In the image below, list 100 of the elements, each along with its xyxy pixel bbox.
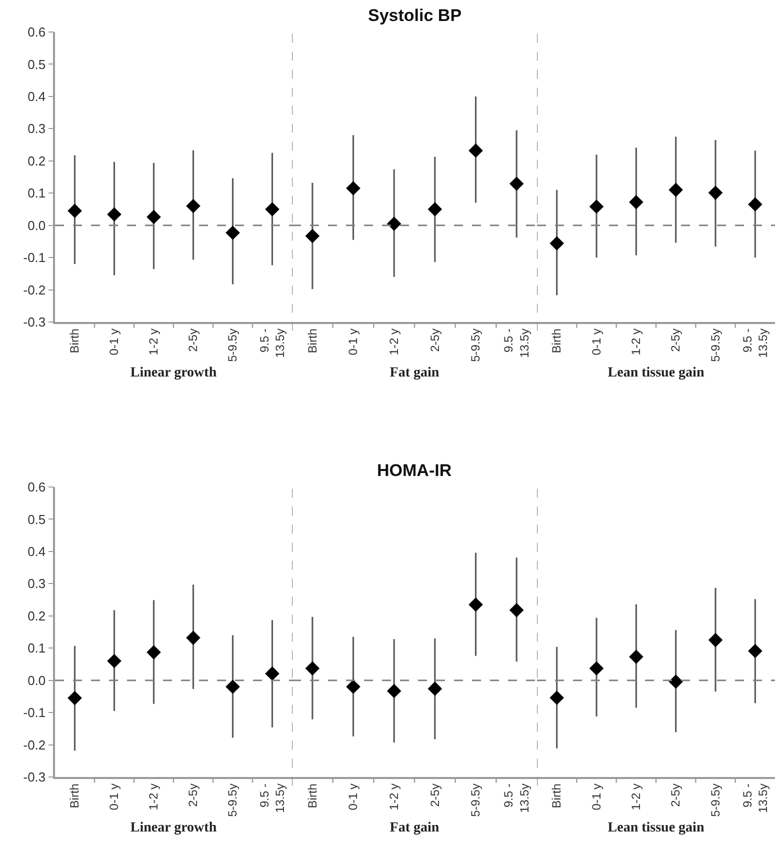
x-axis-title: Lean tissue gain <box>608 820 704 836</box>
x-tick-label: 5-9.5y <box>226 784 240 817</box>
x-tick-label: 0-1 y <box>346 784 360 810</box>
chart-title: HOMA-IR <box>377 461 452 480</box>
point <box>386 216 402 231</box>
y-tick-label: 0.4 <box>28 544 46 559</box>
point <box>265 666 280 681</box>
y-tick-label: 0.1 <box>28 186 46 201</box>
x-tick-label: 0-1 y <box>589 784 604 810</box>
x-tick-label: Birth <box>550 784 564 808</box>
x-tick-label: 0-1 y <box>107 328 122 356</box>
x-tick-label: 5-9.5y <box>708 784 722 817</box>
point <box>146 645 161 660</box>
x-tick-label: 1-2 y <box>386 328 401 356</box>
point <box>226 680 240 694</box>
point <box>107 654 122 668</box>
point <box>265 202 280 216</box>
point <box>509 602 524 618</box>
x-tick-label: Birth <box>68 328 82 354</box>
y-tick-label: 0.2 <box>28 608 46 624</box>
point <box>668 674 683 689</box>
x-tick-label: 2-5y <box>668 784 683 807</box>
point <box>550 236 564 251</box>
point <box>186 198 200 214</box>
y-tick-label: 0.5 <box>28 512 46 527</box>
x-tick-label: 9.5 - 13.5y <box>502 784 532 813</box>
x-tick-label: 1-2 y <box>629 784 644 810</box>
x-tick-label: 5-9.5y <box>468 328 483 362</box>
y-tick-label: -0.1 <box>23 705 46 720</box>
x-axis-title: Fat gain <box>390 366 440 381</box>
point <box>468 597 483 612</box>
point <box>428 202 442 216</box>
y-tick-label: 0.4 <box>28 88 46 104</box>
chart-title: Systolic BP <box>368 6 462 25</box>
y-tick-label: -0.2 <box>23 282 46 298</box>
y-tick-label: 0.1 <box>28 640 46 656</box>
point <box>629 650 644 664</box>
x-tick-label: 9.5 - 13.5y <box>740 328 770 358</box>
x-tick-label: 1-2 y <box>629 328 644 356</box>
x-tick-label: 2-5y <box>186 784 200 807</box>
point <box>305 661 320 676</box>
y-tick-label: 0.0 <box>28 218 46 233</box>
x-tick-label: 1-2 y <box>146 784 161 810</box>
x-tick-label: 0-1 y <box>107 784 122 810</box>
x-axis-title: Fat gain <box>390 820 440 836</box>
point <box>107 207 122 222</box>
x-tick-label: 9.5 - 13.5y <box>257 328 287 358</box>
point <box>668 182 683 198</box>
x-axis-title: Linear growth <box>130 820 217 836</box>
x-tick-label: Birth <box>305 328 320 354</box>
x-tick-label: 9.5 - 13.5y <box>257 784 287 813</box>
y-tick-label: -0.3 <box>23 314 46 330</box>
x-tick-label: 9.5 - 13.5y <box>502 328 532 358</box>
point <box>748 644 762 658</box>
x-tick-label: Birth <box>68 784 82 808</box>
x-tick-label: 1-2 y <box>386 784 401 810</box>
x-tick-label: 2-5y <box>186 328 200 352</box>
point <box>68 204 82 218</box>
x-tick-label: 0-1 y <box>346 328 360 356</box>
y-tick-label: -0.2 <box>23 737 46 752</box>
point <box>468 143 483 158</box>
point <box>346 680 360 694</box>
x-axis-title: Linear growth <box>130 366 217 381</box>
point <box>509 176 524 191</box>
point <box>629 194 644 210</box>
x-axis-title: Lean tissue gain <box>608 366 704 381</box>
point <box>386 684 402 698</box>
y-tick-label: 0.3 <box>28 121 46 136</box>
point <box>146 210 161 224</box>
x-tick-label: 0-1 y <box>589 328 604 356</box>
x-tick-label: 1-2 y <box>146 328 161 356</box>
point <box>305 228 320 244</box>
y-tick-label: 0.5 <box>28 56 46 72</box>
point <box>589 661 604 676</box>
y-tick-label: -0.1 <box>23 250 46 266</box>
x-tick-label: 2-5y <box>428 784 442 807</box>
point <box>748 197 762 212</box>
y-tick-label: -0.3 <box>23 770 46 785</box>
x-tick-label: 2-5y <box>668 328 683 352</box>
point <box>708 632 723 648</box>
x-tick-label: Birth <box>550 328 564 354</box>
point <box>186 630 200 645</box>
y-tick-label: 0.2 <box>28 153 46 168</box>
x-tick-label: Birth <box>305 784 320 808</box>
y-tick-label: 0.6 <box>28 24 46 40</box>
point <box>428 682 442 696</box>
x-tick-label: 9.5 - 13.5y <box>740 784 770 813</box>
point <box>550 690 564 705</box>
point <box>589 199 604 214</box>
point <box>226 226 240 240</box>
x-tick-label: 5-9.5y <box>226 328 240 362</box>
y-tick-label: 0.6 <box>28 480 46 495</box>
x-tick-label: 5-9.5y <box>708 328 722 362</box>
y-tick-label: 0.0 <box>28 672 46 688</box>
y-tick-label: 0.3 <box>28 576 46 592</box>
point <box>708 186 723 200</box>
x-tick-label: 2-5y <box>428 328 442 352</box>
x-tick-label: 5-9.5y <box>468 784 483 817</box>
point <box>68 690 82 706</box>
point <box>346 181 360 196</box>
